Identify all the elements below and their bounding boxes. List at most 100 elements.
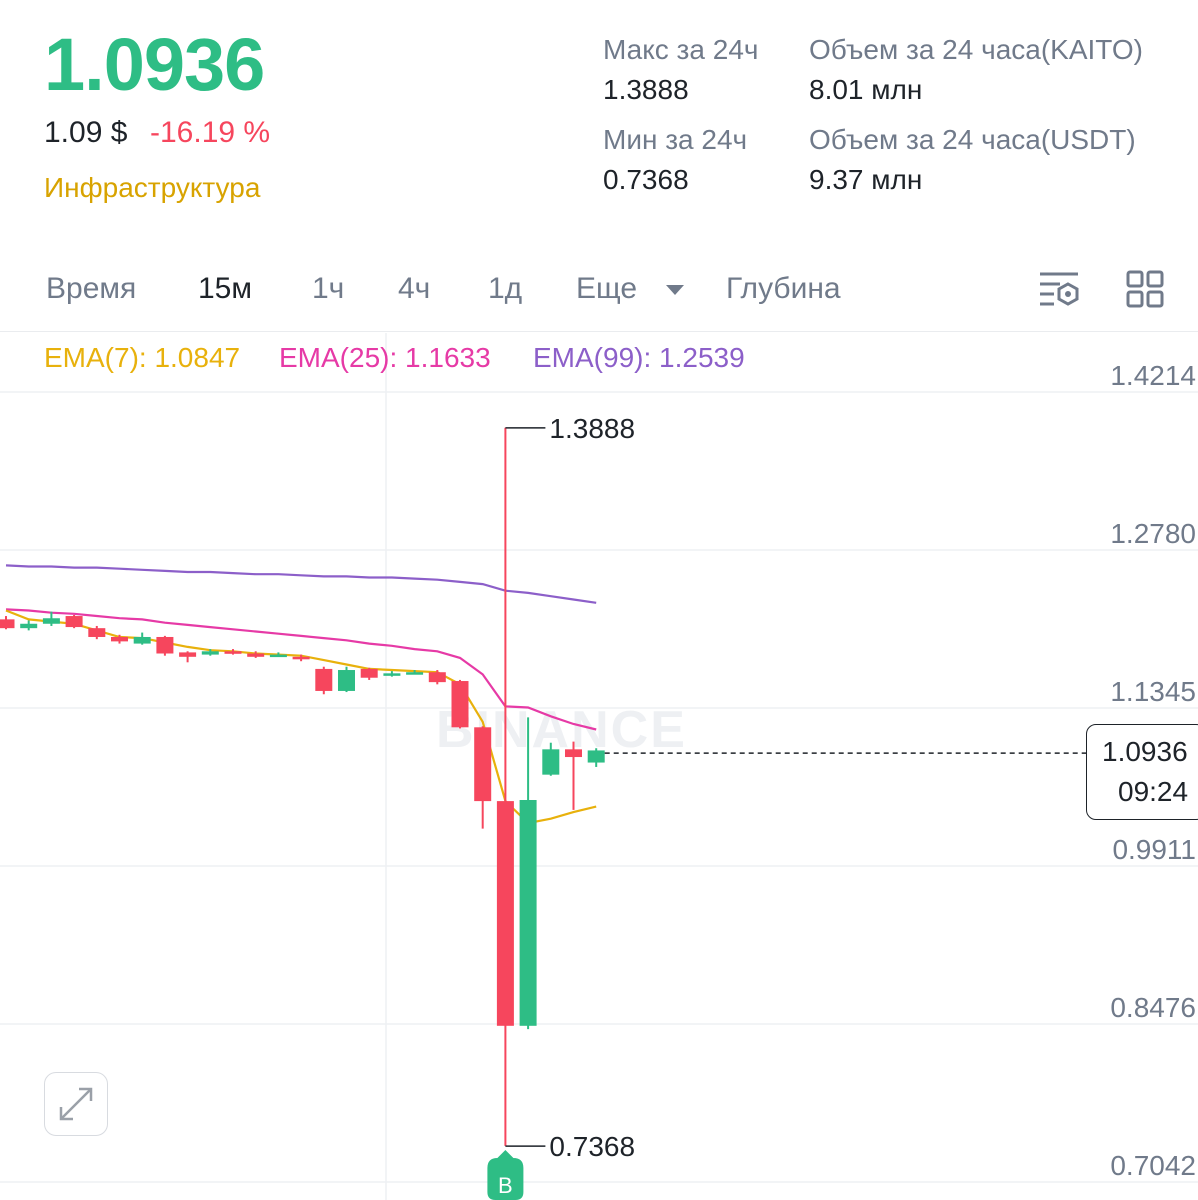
candle-body bbox=[201, 651, 219, 655]
candle-body bbox=[519, 799, 537, 1026]
volume-quote-value: 9.37 млн bbox=[809, 164, 923, 195]
fullscreen-button[interactable] bbox=[44, 1072, 108, 1136]
candle bbox=[383, 671, 401, 677]
buy-marker[interactable]: B bbox=[487, 1150, 524, 1200]
y-axis-label: 0.9911 bbox=[1112, 833, 1196, 865]
candle-body bbox=[133, 636, 151, 644]
candle bbox=[451, 679, 469, 729]
candle-body bbox=[315, 668, 333, 691]
candle-body bbox=[338, 670, 355, 691]
buy-marker-label: B bbox=[498, 1173, 513, 1198]
candle-body bbox=[88, 628, 106, 637]
candle bbox=[111, 634, 128, 644]
candle-body bbox=[496, 801, 514, 1026]
tab-15m[interactable]: 15м bbox=[198, 272, 252, 305]
price-usd: 1.09 $ bbox=[44, 116, 128, 149]
current-price-tag bbox=[1086, 724, 1198, 820]
candle-body bbox=[587, 750, 605, 763]
candle bbox=[224, 649, 242, 655]
volume-base-label: Объем за 24 часа(KAITO) bbox=[809, 34, 1143, 65]
candle bbox=[428, 670, 446, 685]
tab-4h[interactable]: 4ч bbox=[398, 272, 431, 305]
candle-countdown: 09:24 bbox=[1118, 776, 1189, 807]
chart-settings-icon[interactable] bbox=[1038, 270, 1082, 310]
candle bbox=[338, 666, 355, 693]
ema25-legend: EMA(25): 1.1633 bbox=[279, 342, 491, 373]
candle-body bbox=[65, 616, 83, 628]
price-change-badge: -16.19 % bbox=[150, 116, 271, 149]
ema99-line bbox=[5, 564, 597, 604]
candle bbox=[88, 625, 106, 640]
candle-body bbox=[179, 652, 197, 657]
tab-time[interactable]: Время bbox=[46, 272, 137, 305]
candle bbox=[156, 635, 174, 656]
tab-depth[interactable]: Глубина bbox=[726, 272, 841, 305]
high-24h-label: Макс за 24ч bbox=[603, 34, 759, 65]
last-price: 1.0936 bbox=[44, 23, 265, 106]
candle-body bbox=[0, 619, 15, 629]
candle-body bbox=[292, 656, 310, 660]
tab-more[interactable]: Еще bbox=[576, 272, 638, 305]
candle bbox=[20, 620, 38, 631]
candle bbox=[406, 670, 424, 675]
y-axis-label: 1.2780 bbox=[1110, 517, 1196, 549]
candle-body bbox=[156, 636, 174, 654]
candle bbox=[65, 614, 83, 629]
candle bbox=[0, 616, 15, 630]
candle bbox=[565, 741, 582, 810]
candle-body bbox=[542, 749, 560, 775]
y-axis-label: 1.1345 bbox=[1110, 676, 1196, 708]
candle-body bbox=[451, 681, 469, 728]
ema25-line bbox=[5, 608, 597, 731]
buy-marker-badge bbox=[487, 1150, 524, 1200]
candle bbox=[179, 651, 197, 663]
current-price-value: 1.0936 bbox=[1102, 736, 1188, 767]
candle-body bbox=[20, 623, 38, 629]
candle bbox=[496, 427, 514, 1146]
candle-body bbox=[474, 727, 492, 802]
candle bbox=[315, 666, 333, 695]
candle bbox=[519, 717, 537, 1030]
candle bbox=[292, 654, 310, 662]
candle-body bbox=[428, 672, 446, 683]
candle-body bbox=[406, 672, 424, 675]
candle-body bbox=[42, 618, 60, 624]
candle bbox=[201, 649, 219, 656]
grid-layout-icon[interactable] bbox=[1126, 270, 1166, 310]
candle-body bbox=[224, 651, 242, 654]
candle-body bbox=[269, 654, 287, 658]
caret-down-icon[interactable] bbox=[664, 282, 686, 298]
candle-body bbox=[565, 749, 582, 758]
y-axis-label: 1.4214 bbox=[1110, 360, 1196, 391]
high-price-annotation: 1.3888 bbox=[549, 413, 635, 444]
candle-body bbox=[247, 653, 265, 657]
candle bbox=[42, 611, 60, 626]
candle bbox=[133, 632, 151, 645]
volume-quote-label: Объем за 24 часа(USDT) bbox=[809, 124, 1136, 155]
ema7-legend: EMA(7): 1.0847 bbox=[44, 342, 241, 373]
low-price-annotation: 0.7368 bbox=[549, 1131, 635, 1162]
candle-body bbox=[383, 673, 401, 676]
ema99-legend: EMA(99): 1.2539 bbox=[533, 342, 745, 373]
y-axis-label: 0.7042 bbox=[1110, 1150, 1196, 1181]
candle bbox=[247, 651, 265, 658]
tab-1d[interactable]: 1д bbox=[488, 272, 523, 305]
category-link[interactable]: Инфраструктура bbox=[44, 172, 261, 203]
expand-icon bbox=[59, 1087, 93, 1121]
candle-body bbox=[111, 636, 128, 642]
candle bbox=[474, 726, 492, 829]
y-axis-label: 0.8476 bbox=[1110, 992, 1196, 1024]
high-24h-value: 1.3888 bbox=[603, 74, 689, 105]
section-divider bbox=[0, 331, 1198, 332]
candle-body bbox=[360, 668, 378, 678]
candle bbox=[360, 667, 378, 680]
candle bbox=[542, 742, 560, 776]
candle bbox=[269, 652, 287, 658]
tab-1h[interactable]: 1ч bbox=[312, 272, 345, 305]
ema7-line bbox=[5, 609, 597, 825]
low-24h-label: Мин за 24ч bbox=[603, 124, 748, 155]
volume-base-value: 8.01 млн bbox=[809, 74, 923, 105]
candle bbox=[587, 748, 605, 767]
low-24h-value: 0.7368 bbox=[603, 164, 689, 195]
